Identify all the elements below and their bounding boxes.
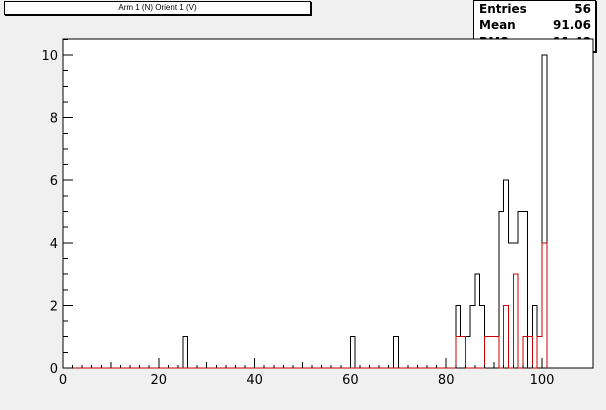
plot-frame bbox=[62, 38, 594, 369]
stats-label: Mean bbox=[479, 18, 516, 32]
stats-label: Entries bbox=[479, 2, 527, 16]
stats-row-mean: Mean 91.06 bbox=[479, 17, 591, 33]
x-tick-label: 0 bbox=[59, 373, 67, 388]
stats-value: 91.06 bbox=[553, 18, 591, 32]
x-tick-label: 80 bbox=[438, 373, 455, 388]
stats-value: 56 bbox=[574, 2, 591, 16]
x-tick-label: 60 bbox=[342, 373, 359, 388]
y-tick-label: 4 bbox=[50, 237, 58, 252]
histogram-title: Arm 1 (N) Orient 1 (V) bbox=[4, 1, 311, 15]
y-tick-label: 8 bbox=[50, 112, 58, 127]
x-tick-label: 20 bbox=[151, 373, 168, 388]
x-tick-label: 100 bbox=[530, 373, 555, 388]
series-layer bbox=[63, 54, 548, 369]
y-tick-label: 6 bbox=[50, 174, 58, 189]
stats-row-entries: Entries 56 bbox=[479, 1, 591, 17]
series-1-line bbox=[63, 242, 548, 369]
y-tick-label: 2 bbox=[50, 299, 58, 314]
axis-layer: 0 20 40 60 80 100 0 2 4 6 8 10 bbox=[41, 38, 555, 388]
x-tick-label: 40 bbox=[246, 373, 263, 388]
y-tick-label: 10 bbox=[41, 49, 58, 64]
y-tick-label: 0 bbox=[50, 362, 58, 377]
